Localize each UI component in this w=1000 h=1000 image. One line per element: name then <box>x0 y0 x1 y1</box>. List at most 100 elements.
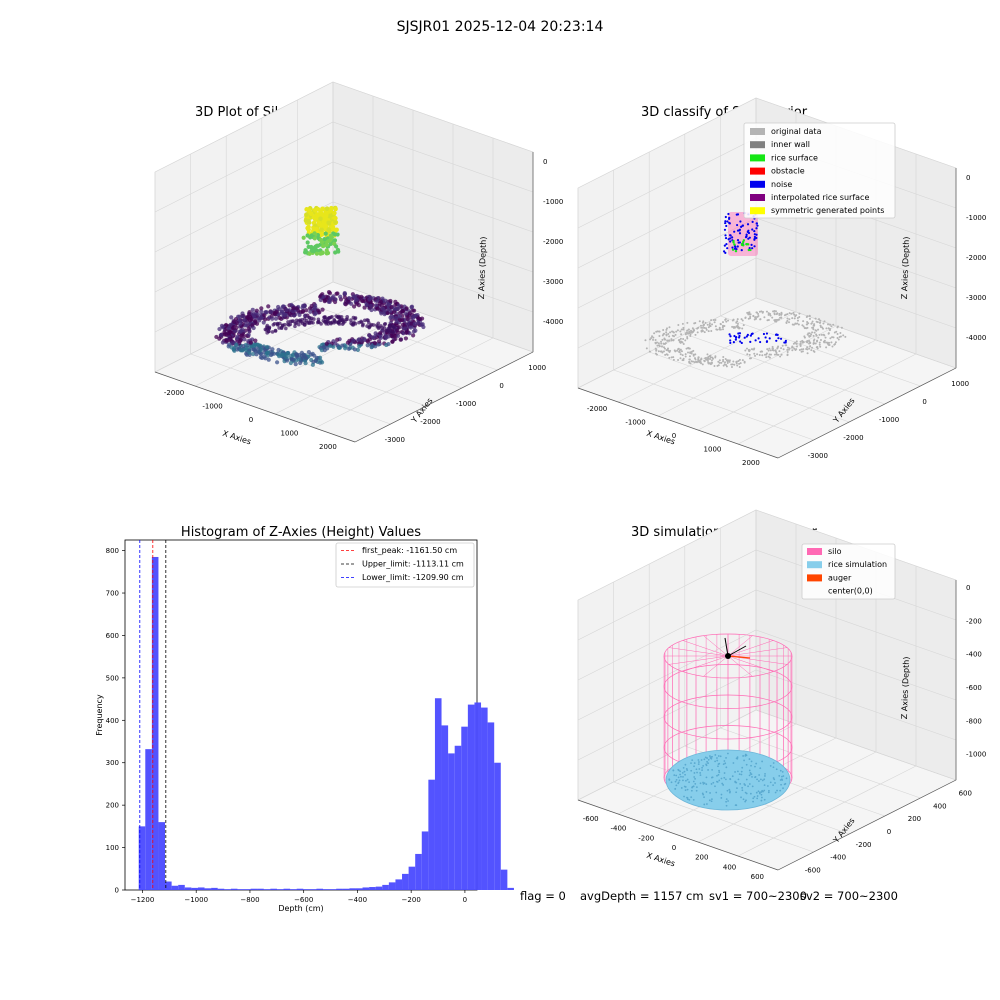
original-data-point <box>828 341 831 344</box>
rice-sim-point <box>674 780 677 783</box>
original-data-point <box>688 358 691 361</box>
histogram-bar <box>382 884 389 890</box>
original-data-point <box>767 313 770 316</box>
legend-label: center(0,0) <box>828 587 873 596</box>
original-data-point <box>807 322 810 325</box>
original-data-point <box>755 311 758 314</box>
original-data-point <box>681 354 684 357</box>
raw-point <box>357 344 362 349</box>
noise-point <box>736 213 740 216</box>
original-data-point <box>811 346 814 349</box>
rice-sim-point <box>755 762 758 765</box>
raw-point <box>338 294 343 299</box>
raw-point <box>304 308 309 313</box>
raw-point <box>294 306 299 311</box>
original-data-point <box>798 312 801 315</box>
original-data-point <box>726 361 729 364</box>
original-data-point <box>682 357 685 360</box>
y-tick-label: 0 <box>922 398 926 406</box>
raw-point <box>273 328 278 333</box>
rice-sim-point <box>725 800 727 803</box>
original-data-point <box>800 348 803 351</box>
rice-sim-point <box>677 782 680 785</box>
noise-point <box>723 228 727 231</box>
z-tick-label: -4000 <box>966 334 986 342</box>
x-tick-label: 0 <box>672 432 676 440</box>
rice-sim-point <box>680 775 682 778</box>
original-data-point <box>657 342 660 345</box>
raw-point <box>378 299 384 304</box>
z-tick-label: 0 <box>543 158 547 166</box>
original-data-point <box>791 345 794 348</box>
raw-point <box>393 315 399 321</box>
original-data-point <box>724 318 727 321</box>
raw-point <box>248 318 253 323</box>
y-tick-label: 0 <box>499 382 503 390</box>
x-tick-label: 600 <box>751 873 764 881</box>
original-data-point <box>811 331 814 334</box>
raw-point <box>388 308 393 314</box>
original-data-point <box>793 347 796 350</box>
original-data-point <box>655 349 658 352</box>
rice-sim-point <box>683 770 686 773</box>
rice-sim-point <box>766 785 769 787</box>
z-tick-label: -2000 <box>966 254 986 262</box>
original-data-point <box>806 339 809 342</box>
original-data-point <box>728 359 731 362</box>
raw-point <box>368 303 373 308</box>
x-tick-label: -1000 <box>202 403 222 411</box>
original-data-point <box>795 340 798 343</box>
rice-sim-point <box>686 788 689 791</box>
panel4-xlabel: X Axies <box>645 851 676 869</box>
original-data-point <box>677 324 680 327</box>
raw-point <box>393 302 398 308</box>
rice-sim-point <box>705 791 708 793</box>
original-data-point <box>805 347 808 350</box>
original-data-point <box>706 356 709 359</box>
original-data-point <box>678 340 681 343</box>
silo-mesh-ring <box>663 694 793 740</box>
x-tick-label: 0 <box>463 896 467 904</box>
y-tick-label: -200 <box>856 841 872 849</box>
raw-point <box>238 348 243 353</box>
histogram-bar <box>467 704 475 890</box>
original-data-point <box>836 325 839 328</box>
original-data-point <box>817 328 820 331</box>
y-tick-label: 0 <box>115 887 119 895</box>
raw-point <box>320 307 325 312</box>
y-tick-label: 200 <box>908 815 921 823</box>
noise-point <box>740 341 743 345</box>
raw-point <box>281 352 286 357</box>
histogram-bar <box>494 762 501 890</box>
raw-point <box>328 343 333 349</box>
original-data-point <box>822 322 825 325</box>
rice-sim-point <box>712 781 715 784</box>
legend-swatch <box>807 548 822 555</box>
rice-sim-point <box>781 779 784 781</box>
noise-point <box>765 340 769 343</box>
noise-point <box>747 237 750 240</box>
raw-point <box>326 227 332 232</box>
noise-point <box>735 223 739 227</box>
original-data-point <box>791 317 794 320</box>
noise-point <box>765 332 769 335</box>
original-data-point <box>677 359 680 362</box>
original-data-point <box>808 315 811 318</box>
histogram-bar <box>283 888 291 890</box>
legend-label: interpolated rice surface <box>771 193 869 202</box>
rice-sim-point <box>675 784 678 787</box>
original-data-point <box>724 357 727 360</box>
raw-point <box>312 317 316 321</box>
original-data-point <box>701 329 704 332</box>
z-tick-label: -600 <box>966 684 982 692</box>
raw-point <box>335 247 341 252</box>
original-data-point <box>773 353 776 356</box>
raw-point <box>332 238 338 243</box>
rice-sim-point <box>699 774 702 777</box>
noise-point <box>729 237 732 240</box>
original-data-point <box>664 353 667 356</box>
original-data-point <box>765 353 768 356</box>
rice-sim-point <box>768 789 770 792</box>
noise-point <box>764 336 767 339</box>
raw-point <box>364 302 370 308</box>
